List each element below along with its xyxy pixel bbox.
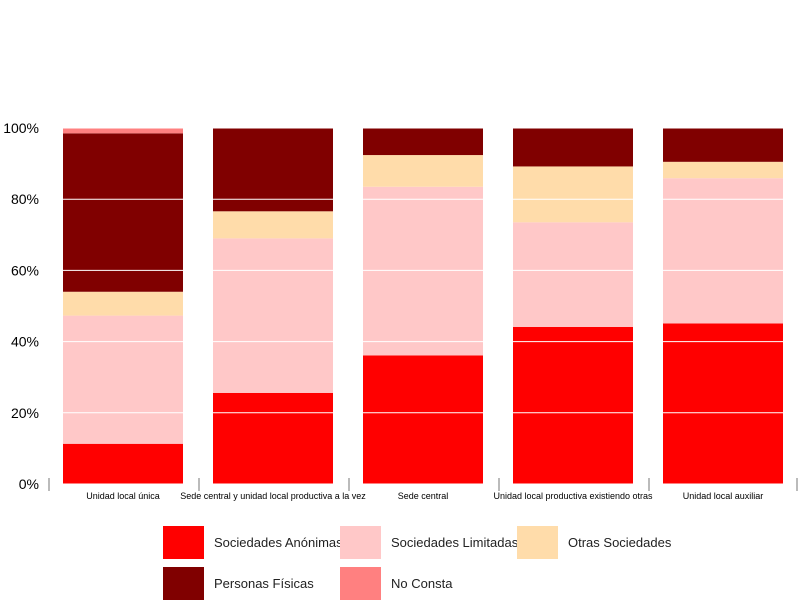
bar-segment-2-3 [213, 211, 333, 239]
bar-segment-5-1 [663, 323, 783, 484]
bar-segment-5-2 [663, 178, 783, 324]
legend-label: Otras Sociedades [568, 535, 672, 550]
bar-segment-2-4 [213, 128, 333, 212]
legend-item: Sociedades Anónimas [163, 526, 343, 559]
x-axis: Unidad local única Sede central y unidad … [48, 478, 798, 501]
bar-segment-3-3 [363, 155, 483, 187]
x-category-label: Unidad local productiva existiendo otras [493, 491, 653, 501]
bar-segment-3-1 [363, 355, 483, 484]
bar-segment-4-3 [513, 166, 633, 223]
bar-segment-3-2 [363, 186, 483, 356]
x-category-label: Unidad local única [86, 491, 160, 501]
bar-segment-4-1 [513, 327, 633, 484]
legend-swatch [163, 526, 204, 559]
legend-item: Sociedades Limitadas [340, 526, 518, 559]
y-tick-label: 20% [11, 405, 39, 421]
bar-segment-1-3 [63, 291, 183, 316]
legend-label: Sociedades Limitadas [391, 535, 519, 550]
legend-item: Personas Físicas [163, 567, 314, 600]
legend-swatch [340, 526, 381, 559]
legend-item: No Consta [340, 567, 452, 600]
bar-segment-3-4 [363, 128, 483, 156]
bar-segment-1-2 [63, 315, 183, 444]
legend-swatch [517, 526, 558, 559]
y-tick-label: 80% [11, 191, 39, 207]
bar-segment-1-1 [63, 443, 183, 484]
legend-swatch [340, 567, 381, 600]
legend-label: Personas Físicas [214, 576, 314, 591]
x-category-label: Sede central y unidad local productiva a… [180, 491, 366, 501]
y-tick-label: 60% [11, 262, 39, 278]
legend-label: Sociedades Anónimas [214, 535, 343, 550]
x-category-label: Unidad local auxiliar [683, 491, 764, 501]
legend-label: No Consta [391, 576, 453, 591]
overlay-grid [50, 127, 797, 485]
stacked-bar-chart: 0% 20% 40% 60% 80% 100% Unidad local única Sed… [3, 120, 798, 501]
legend-swatch [163, 567, 204, 600]
x-category-label: Sede central [398, 491, 449, 501]
bar-segment-1-4 [63, 133, 183, 292]
bar-segment-5-3 [663, 161, 783, 179]
bars-group [63, 128, 783, 484]
y-tick-label: 100% [3, 120, 39, 136]
bar-segment-2-1 [213, 392, 333, 484]
bar-segment-1-5 [63, 128, 183, 134]
y-axis: 0% 20% 40% 60% 80% 100% [3, 120, 39, 492]
y-tick-label: 40% [11, 334, 39, 350]
bar-segment-2-2 [213, 238, 333, 393]
bar-segment-4-4 [513, 128, 633, 167]
bar-segment-5-4 [663, 128, 783, 162]
legend-item: Otras Sociedades [517, 526, 671, 559]
bar-segment-4-2 [513, 222, 633, 328]
y-tick-label: 0% [19, 476, 39, 492]
